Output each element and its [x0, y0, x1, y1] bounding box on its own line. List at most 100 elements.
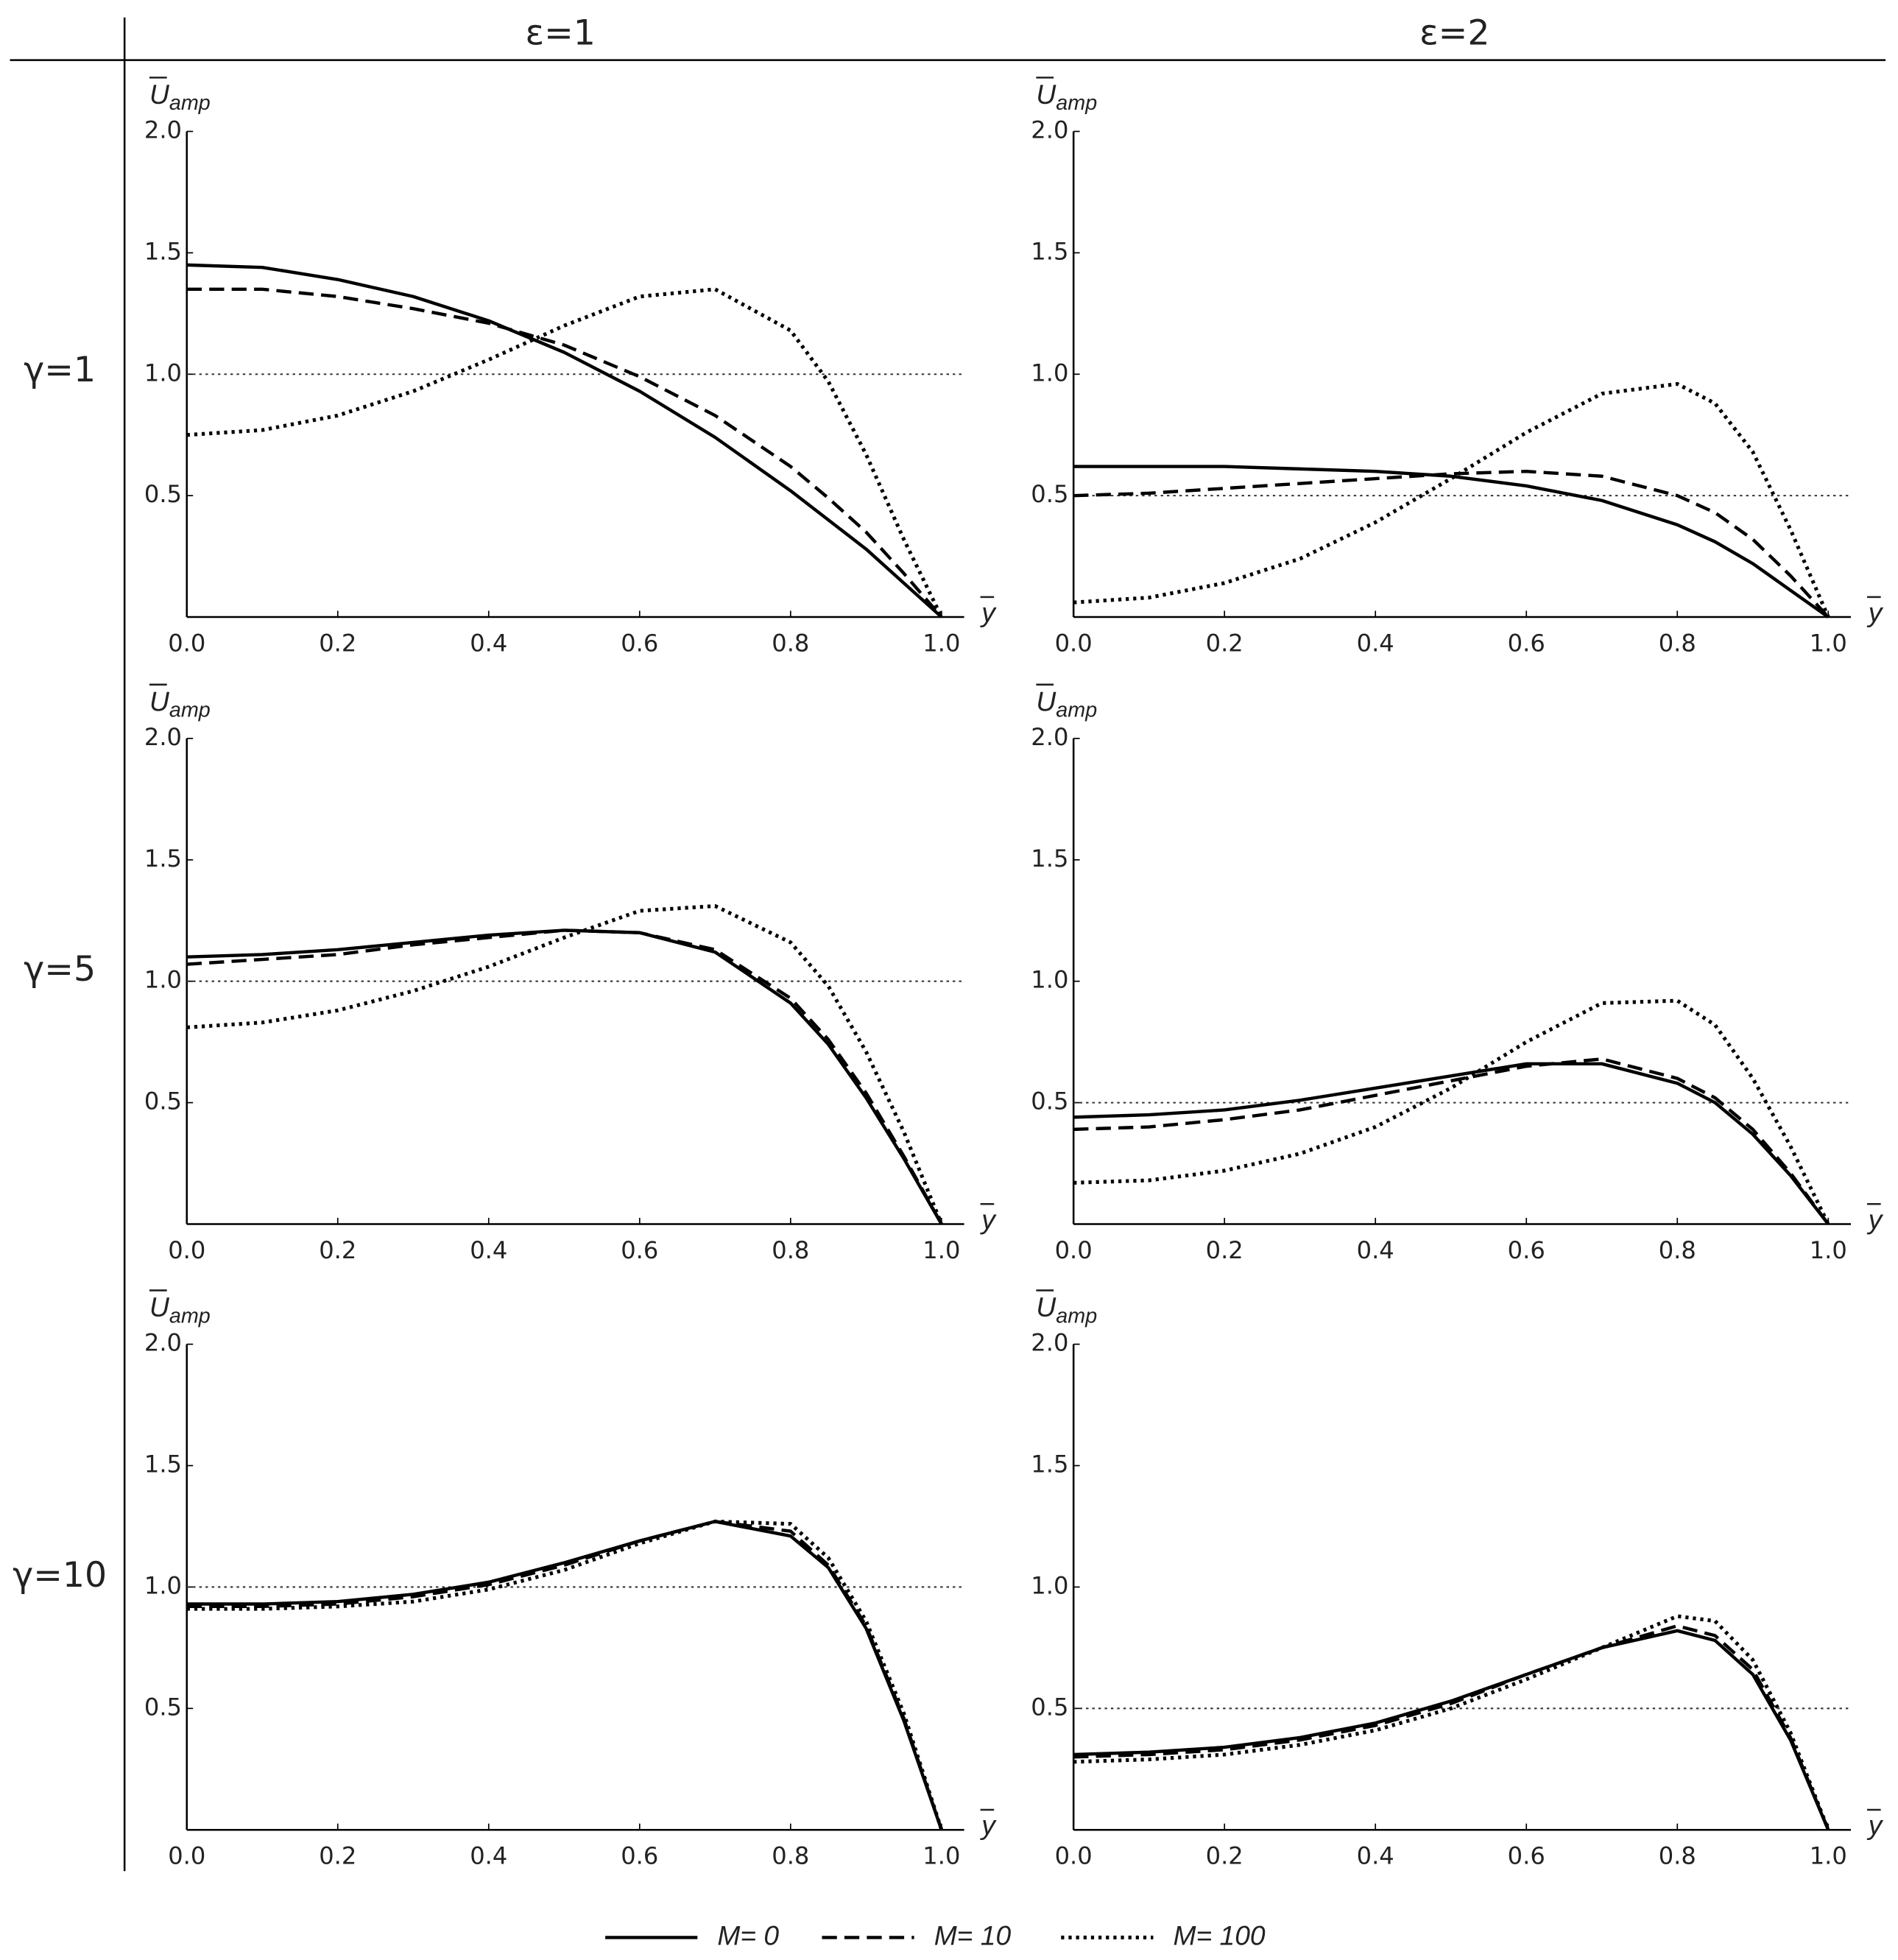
x-tick-label: 0.2	[1206, 1236, 1243, 1264]
y-tick-label: 2.0	[1031, 723, 1068, 751]
x-axis-label: y	[1866, 1810, 1884, 1841]
x-tick-label: 0.2	[1206, 629, 1243, 657]
series-line	[186, 1520, 943, 1830]
series-line	[1073, 469, 1830, 618]
x-tick-label: 0.0	[168, 1236, 205, 1264]
x-tick-label: 0.6	[621, 1842, 658, 1870]
x-tick-label: 1.0	[922, 1236, 960, 1264]
series-line	[186, 928, 943, 1225]
y-axis-label-sub: amp	[1056, 91, 1097, 115]
y-tick-label: 2.0	[1031, 116, 1068, 144]
y-axis-label-main: U	[1036, 685, 1056, 716]
x-tick-label: 0.8	[772, 1236, 809, 1264]
series-line	[1073, 1624, 1830, 1831]
x-tick-label: 0.8	[1659, 1842, 1696, 1870]
x-tick-label: 0.6	[1508, 1842, 1545, 1870]
y-tick-label: 2.0	[1031, 1329, 1068, 1357]
x-tick-label: 1.0	[1810, 629, 1847, 657]
y-tick-label: 1.5	[144, 237, 182, 265]
x-tick-label: 0.2	[319, 1842, 356, 1870]
x-axis-label: y	[979, 1810, 997, 1841]
x-tick-label: 1.0	[1810, 1236, 1847, 1264]
x-tick-label: 0.4	[470, 1842, 507, 1870]
y-axis-label-sub: amp	[169, 698, 211, 722]
x-tick-label: 0.0	[168, 629, 205, 657]
y-tick-label: 2.0	[144, 116, 182, 144]
y-tick-label: 2.0	[144, 1329, 182, 1357]
y-axis-label: Uamp	[149, 79, 211, 115]
y-tick-label: 2.0	[144, 723, 182, 751]
row-header: γ=10	[13, 1555, 107, 1596]
x-tick-label: 1.0	[922, 1842, 960, 1870]
y-axis-label-main: U	[149, 685, 170, 716]
y-axis-label: Uamp	[1036, 79, 1097, 115]
x-tick-label: 0.6	[1508, 629, 1545, 657]
series-line	[1073, 998, 1830, 1225]
x-tick-label: 0.8	[772, 1842, 809, 1870]
legend-label: M= 10	[934, 1920, 1012, 1950]
y-tick-label: 1.5	[1031, 1450, 1068, 1478]
y-axis-label-sub: amp	[169, 91, 211, 115]
x-tick-label: 0.2	[1206, 1842, 1243, 1870]
x-tick-label: 0.0	[1055, 629, 1093, 657]
y-tick-label: 0.5	[144, 1693, 182, 1721]
x-tick-label: 0.4	[470, 1236, 507, 1264]
series-line	[186, 263, 943, 618]
legend-label: M= 100	[1173, 1920, 1265, 1950]
x-axis-label: y	[979, 1204, 997, 1235]
y-axis-label: Uamp	[1036, 1291, 1097, 1328]
y-axis-label: Uamp	[149, 685, 211, 722]
y-tick-label: 1.0	[1031, 359, 1068, 387]
row-header: γ=5	[24, 949, 96, 990]
series-line	[1073, 1062, 1830, 1225]
x-axis-label: y	[1866, 1204, 1884, 1235]
y-tick-label: 1.0	[144, 359, 182, 387]
x-tick-label: 0.2	[319, 629, 356, 657]
series-line	[186, 1519, 944, 1831]
row-header: γ=1	[24, 350, 96, 390]
y-axis-label-main: U	[1036, 1291, 1056, 1322]
x-tick-label: 0.8	[772, 629, 809, 657]
x-tick-label: 1.0	[922, 629, 960, 657]
x-tick-label: 0.8	[1659, 1236, 1696, 1264]
y-tick-label: 0.5	[144, 1087, 182, 1115]
x-tick-label: 0.6	[621, 629, 658, 657]
x-tick-label: 0.0	[1055, 1236, 1093, 1264]
x-tick-label: 0.0	[1055, 1842, 1093, 1870]
x-tick-label: 0.6	[1508, 1236, 1545, 1264]
x-tick-label: 0.4	[1357, 629, 1394, 657]
x-tick-label: 0.4	[1357, 1236, 1394, 1264]
legend-label: M= 0	[717, 1920, 779, 1950]
y-tick-label: 1.0	[1031, 1571, 1068, 1599]
y-axis-label: Uamp	[149, 1291, 211, 1328]
y-axis-label-sub: amp	[169, 1304, 211, 1328]
y-tick-label: 0.5	[1031, 1693, 1068, 1721]
x-axis-label: y	[979, 596, 997, 627]
y-tick-label: 1.0	[144, 966, 182, 994]
x-tick-label: 0.0	[168, 1842, 205, 1870]
series-line	[186, 287, 944, 618]
y-axis-label-sub: amp	[1056, 698, 1097, 722]
x-tick-label: 0.4	[1357, 1842, 1394, 1870]
series-line	[186, 287, 943, 618]
series-line	[1073, 1057, 1830, 1225]
y-axis-label-sub: amp	[1056, 1304, 1097, 1328]
y-axis-label: Uamp	[1036, 685, 1097, 722]
y-axis-label-main: U	[149, 79, 170, 110]
series-line	[1073, 381, 1830, 618]
series-line	[1073, 1614, 1830, 1831]
x-tick-label: 0.4	[470, 629, 507, 657]
x-tick-label: 0.6	[621, 1236, 658, 1264]
x-tick-label: 0.8	[1659, 629, 1696, 657]
series-line	[186, 1520, 943, 1830]
y-tick-label: 1.5	[1031, 237, 1068, 265]
y-tick-label: 1.5	[144, 1450, 182, 1478]
y-tick-label: 1.0	[1031, 966, 1068, 994]
series-line	[1073, 465, 1830, 618]
y-axis-label-main: U	[1036, 79, 1056, 110]
y-tick-label: 0.5	[1031, 1087, 1068, 1115]
x-tick-label: 0.2	[319, 1236, 356, 1264]
y-tick-label: 0.5	[144, 480, 182, 508]
